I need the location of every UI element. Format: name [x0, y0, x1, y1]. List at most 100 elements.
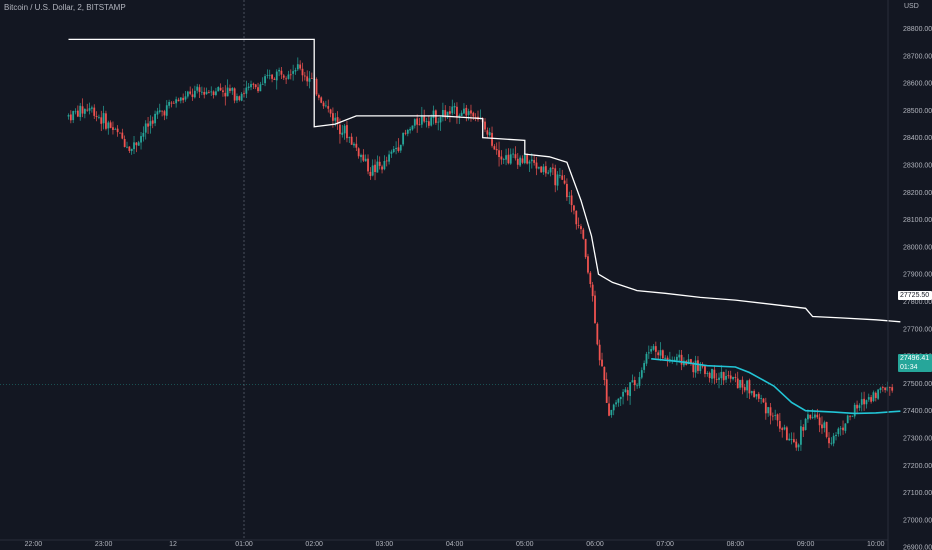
candle-body	[573, 205, 575, 211]
candle-body	[376, 161, 379, 173]
candle-body	[699, 365, 702, 372]
candle-body	[336, 117, 339, 125]
candle-body	[170, 102, 173, 104]
candle-body	[231, 87, 234, 91]
candle-body	[615, 402, 617, 405]
candle-body	[434, 110, 437, 123]
x-tick-label: 03:00	[376, 541, 394, 548]
candle-body	[86, 109, 89, 111]
candle-body	[257, 87, 259, 92]
candle-body	[310, 77, 313, 79]
candle-body	[453, 105, 456, 108]
candle-body	[460, 112, 463, 116]
candle-body	[121, 132, 124, 139]
candle-body	[687, 359, 690, 365]
x-tick-label: 04:00	[446, 541, 464, 548]
candle-body	[591, 284, 594, 297]
candle-body	[526, 153, 529, 164]
candle-body	[551, 167, 554, 169]
candle-body	[315, 79, 318, 95]
candle-body	[388, 154, 390, 162]
candle-body	[516, 158, 519, 165]
candle-body	[865, 400, 868, 405]
candle-body	[402, 132, 405, 145]
candle-body	[163, 111, 166, 116]
candle-body	[254, 84, 257, 88]
candle-body	[668, 359, 671, 361]
candle-body	[811, 416, 814, 418]
candle-body	[172, 102, 175, 104]
candle-body	[119, 132, 121, 134]
candle-body	[306, 76, 309, 82]
candle-body	[416, 118, 419, 125]
last-price-value: 27496.41	[900, 355, 930, 362]
candle-body	[243, 93, 245, 95]
candle-body	[301, 68, 304, 76]
candle-body	[584, 238, 587, 258]
candle-body	[790, 439, 793, 440]
candle-body	[598, 344, 601, 361]
candle-body	[523, 153, 526, 164]
candle-body	[215, 91, 217, 95]
y-tick-label: 28300.00	[903, 163, 932, 170]
candle-body	[289, 74, 292, 76]
candle-body	[530, 159, 533, 162]
x-tick-label: 23:00	[95, 541, 113, 548]
candle-body	[863, 398, 865, 405]
candle-body	[589, 272, 592, 284]
candle-body	[828, 437, 830, 444]
candle-body	[74, 111, 77, 113]
candle-body	[711, 368, 713, 379]
y-tick-label: 27700.00	[903, 326, 932, 333]
grid-layer	[0, 0, 888, 540]
candle-body	[294, 70, 297, 72]
candle-body	[219, 87, 222, 91]
candle-body	[566, 183, 568, 198]
candle-body	[860, 399, 863, 405]
candle-body	[835, 434, 837, 437]
countdown-timer: 01:34	[900, 364, 918, 371]
candle-body	[346, 125, 348, 139]
candle-body	[870, 397, 873, 402]
candle-body	[430, 117, 433, 126]
candle-body	[486, 130, 489, 135]
candle-body	[694, 360, 697, 373]
candle-body	[652, 346, 655, 350]
candle-body	[577, 225, 580, 226]
candle-body	[533, 160, 536, 163]
y-tick-label: 27400.00	[903, 408, 932, 415]
candle-body	[437, 121, 440, 123]
candle-body	[650, 349, 653, 352]
candle-body	[446, 111, 449, 118]
candle-body	[130, 148, 133, 152]
candle-body	[245, 87, 248, 94]
candle-body	[580, 226, 582, 230]
candle-body	[105, 113, 107, 129]
candle-body	[168, 101, 171, 106]
candle-body	[858, 405, 861, 408]
candle-body	[610, 409, 613, 416]
candle-body	[93, 107, 96, 116]
candle-body	[210, 91, 213, 93]
candle-body	[285, 78, 288, 80]
candle-body	[102, 113, 105, 124]
candle-body	[355, 143, 358, 148]
candle-body	[432, 110, 435, 118]
candles-layer	[67, 57, 894, 452]
y-tick-label: 27900.00	[903, 272, 932, 279]
candle-body	[549, 167, 552, 173]
candle-body	[341, 132, 344, 135]
candle-body	[732, 376, 734, 380]
candle-body	[233, 88, 236, 101]
candle-body	[559, 174, 561, 176]
candle-body	[659, 350, 662, 356]
candle-body	[514, 154, 517, 159]
candle-body	[317, 94, 320, 98]
candle-body	[397, 147, 400, 152]
x-tick-label: 10:00	[867, 541, 885, 548]
candle-body	[189, 91, 192, 94]
candle-body	[544, 166, 547, 174]
candle-body	[643, 363, 646, 370]
